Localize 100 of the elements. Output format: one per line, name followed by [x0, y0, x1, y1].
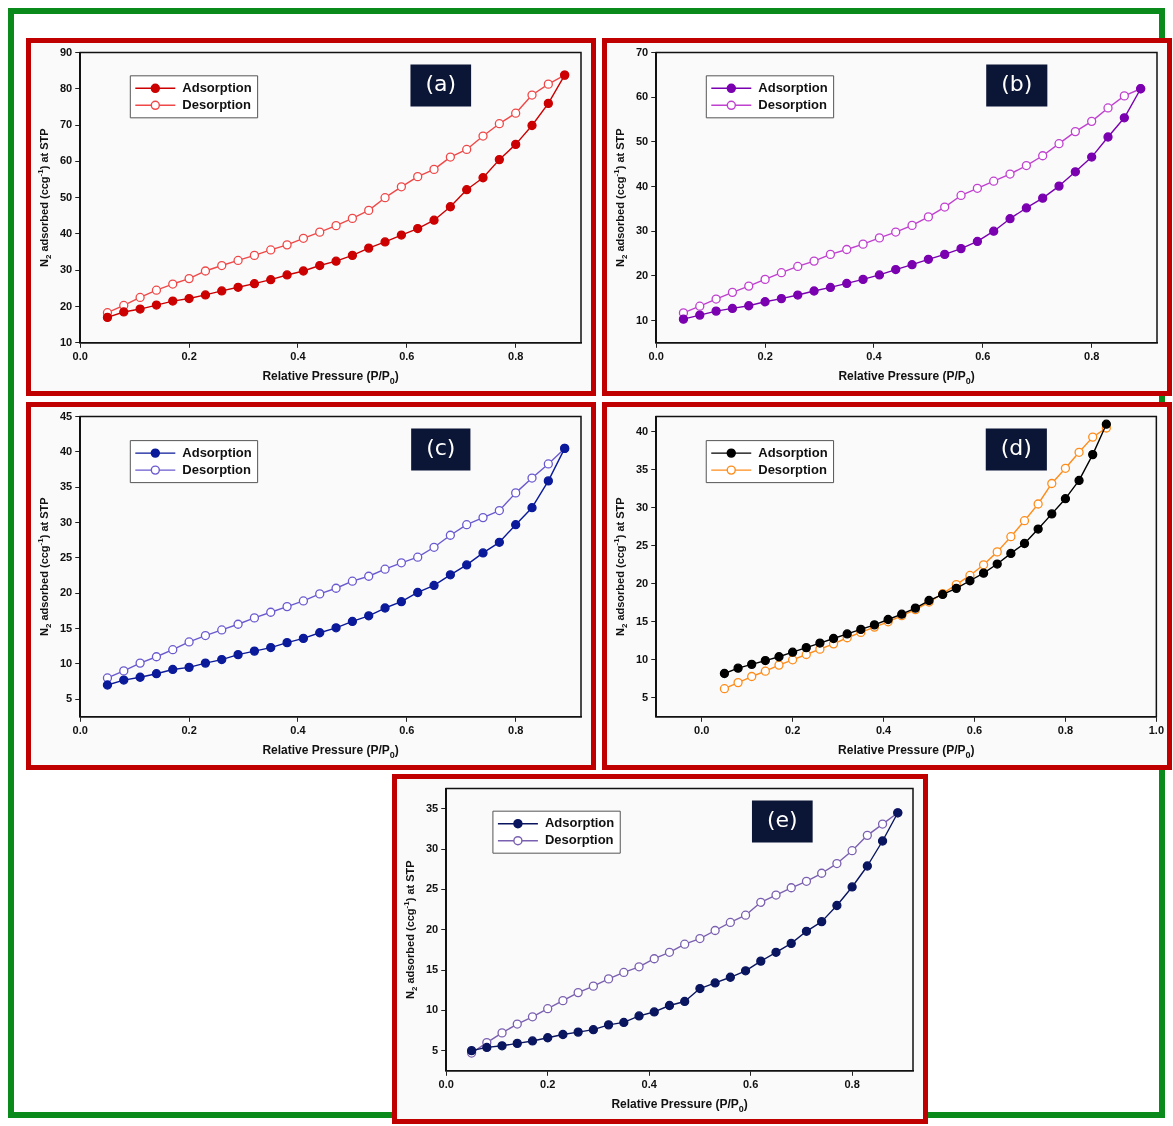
- point: [695, 983, 705, 994]
- y-tick-label: 10: [59, 335, 73, 348]
- point: [771, 947, 781, 957]
- point: [558, 996, 568, 1006]
- point: [817, 868, 827, 878]
- point: [200, 266, 211, 276]
- point: [217, 260, 227, 271]
- point: [1033, 524, 1043, 534]
- point: [793, 290, 803, 300]
- point: [940, 202, 950, 212]
- x-tick-label: 1.0: [1148, 724, 1164, 737]
- point: [512, 1038, 522, 1049]
- point: [396, 182, 407, 192]
- point: [776, 268, 787, 278]
- point: [756, 956, 766, 966]
- point: [1103, 103, 1113, 113]
- point: [543, 98, 553, 109]
- point: [511, 108, 521, 118]
- point: [877, 836, 888, 846]
- point: [1047, 478, 1057, 489]
- point: [972, 236, 983, 247]
- point: [727, 303, 738, 314]
- point: [233, 649, 243, 660]
- point: [1033, 499, 1043, 509]
- y-tick-label: 15: [425, 963, 439, 976]
- point: [413, 223, 423, 234]
- y-tick-label: 30: [59, 263, 73, 276]
- y-tick-label: 5: [642, 690, 649, 703]
- x-tick-label: 0.6: [975, 350, 991, 363]
- point: [494, 537, 504, 547]
- x-tick-label: 0.2: [540, 1078, 556, 1091]
- point: [1074, 475, 1084, 486]
- point: [119, 675, 129, 685]
- legend-label: Adsorption: [758, 79, 828, 95]
- x-tick-label: 0.8: [844, 1078, 860, 1091]
- x-tick-label: 0.6: [399, 350, 415, 363]
- point: [282, 637, 292, 648]
- point: [1070, 167, 1080, 177]
- point: [978, 560, 989, 570]
- point: [760, 274, 770, 285]
- point: [184, 293, 194, 304]
- point: [877, 819, 888, 829]
- y-tick-label: 35: [59, 480, 73, 493]
- point: [842, 244, 852, 255]
- point: [429, 215, 439, 225]
- point: [825, 282, 836, 293]
- point: [364, 243, 374, 253]
- point: [527, 503, 537, 513]
- point: [266, 607, 276, 617]
- point: [1103, 132, 1113, 142]
- point: [573, 1027, 583, 1037]
- point: [719, 668, 730, 679]
- point: [315, 260, 325, 271]
- legend-label: Desorption: [758, 461, 827, 477]
- point: [711, 306, 721, 316]
- point: [558, 1029, 568, 1040]
- point: [649, 1007, 659, 1017]
- y-tick-label: 25: [59, 550, 73, 563]
- point: [744, 281, 754, 291]
- point: [331, 583, 341, 593]
- point: [588, 981, 599, 991]
- point: [786, 938, 796, 949]
- point: [825, 249, 836, 260]
- point: [347, 616, 358, 627]
- point: [678, 314, 689, 324]
- point: [828, 633, 839, 644]
- point: [891, 264, 901, 275]
- point: [168, 296, 178, 306]
- point: [1088, 432, 1098, 442]
- point: [462, 520, 472, 530]
- point: [151, 285, 162, 295]
- y-tick-label: 20: [635, 268, 649, 281]
- point: [462, 144, 472, 155]
- point: [1074, 447, 1084, 457]
- y-tick-label: 25: [635, 538, 649, 551]
- point: [956, 243, 966, 254]
- point: [233, 282, 243, 292]
- point: [649, 954, 659, 964]
- point: [184, 637, 194, 647]
- y-tick-label: 50: [635, 134, 649, 147]
- point: [1087, 152, 1097, 162]
- point: [680, 939, 690, 949]
- point: [445, 152, 456, 162]
- point: [1070, 126, 1080, 137]
- point: [151, 652, 162, 662]
- point: [331, 220, 341, 231]
- point: [719, 684, 730, 694]
- point: [1038, 193, 1048, 203]
- point: [315, 227, 325, 237]
- point: [634, 962, 644, 972]
- y-axis-title: N2 adsorbed (ccg-1) at STP: [35, 128, 54, 268]
- point: [1021, 160, 1032, 171]
- point: [992, 547, 1002, 557]
- point: [527, 473, 537, 483]
- point: [527, 1012, 538, 1022]
- legend-label: Desorption: [182, 461, 251, 477]
- point: [135, 292, 145, 303]
- point: [298, 633, 309, 644]
- legend-label: Desorption: [758, 96, 827, 112]
- y-tick-label: 50: [59, 190, 73, 203]
